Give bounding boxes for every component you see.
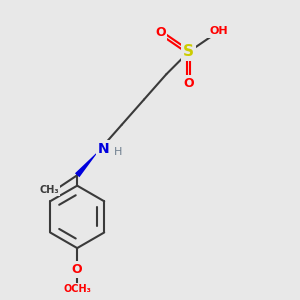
Text: OCH₃: OCH₃: [63, 284, 91, 294]
Text: O: O: [155, 26, 166, 39]
Text: O: O: [72, 263, 83, 276]
Text: O: O: [183, 76, 194, 90]
Text: S: S: [183, 44, 194, 59]
Polygon shape: [75, 150, 100, 177]
Text: CH₃: CH₃: [39, 184, 59, 194]
Text: N: N: [98, 142, 110, 155]
Text: H: H: [114, 147, 122, 158]
Text: OH: OH: [209, 26, 228, 36]
